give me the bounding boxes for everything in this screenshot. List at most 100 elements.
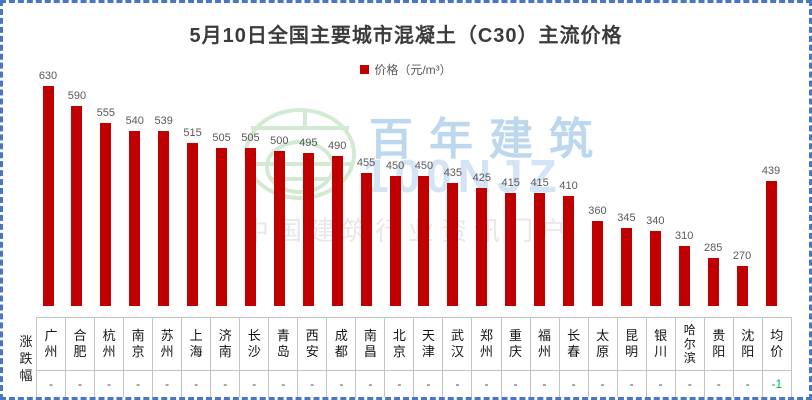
table-column-济南: 济南 - xyxy=(211,318,241,397)
city-name-cell: 天津 xyxy=(414,318,443,371)
chart-bar-青岛 xyxy=(273,151,285,306)
chart-bar-合肥 xyxy=(71,106,83,306)
table-column-广州: 广州 - xyxy=(37,318,67,397)
table-column-武汉: 武汉 - xyxy=(443,318,473,397)
change-value-cell: - xyxy=(368,376,373,391)
table-column-太原: 太原 - xyxy=(588,318,618,397)
bar-value-label: 555 xyxy=(96,107,115,119)
bar-value-label: 490 xyxy=(328,140,347,152)
city-name-cell: 西安 xyxy=(298,318,327,371)
chart-bar-沈阳 xyxy=(736,266,748,306)
city-name-cell: 上海 xyxy=(182,318,211,371)
city-name-cell: 哈尔滨 xyxy=(675,318,704,371)
city-name-cell: 沈阳 xyxy=(733,318,762,371)
bar-value-label: 495 xyxy=(299,137,318,149)
table-column-南昌: 南昌 - xyxy=(356,318,386,397)
bar-value-label: 450 xyxy=(385,160,405,172)
city-name-cell: 青岛 xyxy=(269,318,298,371)
bar-value-label: 630 xyxy=(38,70,58,82)
change-value-cell: - xyxy=(455,376,460,391)
city-name-cell: 广州 xyxy=(37,318,66,371)
change-value-cell: - xyxy=(310,376,315,391)
change-value-cell: - xyxy=(165,376,170,391)
city-name-cell: 苏州 xyxy=(153,318,182,371)
table-column-昆明: 昆明 - xyxy=(617,318,647,397)
table-column-贵阳: 贵阳 - xyxy=(704,318,734,397)
city-name-cell: 成都 xyxy=(327,318,356,371)
chart-bar-福州 xyxy=(534,193,546,306)
city-name-cell: 重庆 xyxy=(501,318,530,371)
bar-value-label: 310 xyxy=(675,230,694,242)
table-column-银川: 银川 - xyxy=(646,318,676,397)
bar-value-label: 539 xyxy=(154,115,173,127)
change-value-cell: - xyxy=(339,376,344,391)
chart-bar-南京 xyxy=(129,131,141,306)
chart-bar-成都 xyxy=(331,156,343,306)
table-column-青岛: 青岛 - xyxy=(269,318,299,397)
city-name-cell: 南昌 xyxy=(356,318,385,371)
bar-value-label: 515 xyxy=(183,127,202,139)
legend: 价格（元/m³） xyxy=(3,61,809,78)
city-name-cell: 北京 xyxy=(385,318,414,371)
row-header-char: 涨 xyxy=(19,333,33,349)
chart-title: 5月10日全国主要城市混凝土（C30）主流价格 xyxy=(189,25,623,47)
table-column-均价: 均价 -1 xyxy=(762,318,792,397)
city-name-cell: 银川 xyxy=(646,318,675,371)
change-value-cell: - xyxy=(281,376,286,391)
row-header-char: 跌 xyxy=(19,350,33,366)
chart-bar-杭州 xyxy=(100,123,112,306)
table-column-合肥: 合肥 - xyxy=(66,318,96,397)
table-column-沈阳: 沈阳 - xyxy=(733,318,763,397)
city-name-cell: 武汉 xyxy=(443,318,472,371)
change-value-cell: - xyxy=(107,376,112,391)
bar-value-label: 360 xyxy=(588,205,607,217)
bar-value-label: 435 xyxy=(443,167,463,179)
chart-bar-均价 xyxy=(765,181,777,306)
change-value-cell: - xyxy=(542,376,547,391)
table-column-上海: 上海 - xyxy=(182,318,212,397)
bar-value-label: 285 xyxy=(703,242,723,254)
legend-label: 价格（元/m³） xyxy=(374,63,452,77)
bar-value-label: 455 xyxy=(356,157,376,169)
change-value-cell: - xyxy=(223,376,228,391)
chart-bar-上海 xyxy=(187,143,199,306)
city-name-cell: 长春 xyxy=(559,318,588,371)
table-column-重庆: 重庆 - xyxy=(501,318,531,397)
chart-bar-太原 xyxy=(591,221,603,306)
change-value-cell: - xyxy=(658,376,663,391)
change-value-cell: - xyxy=(745,376,750,391)
table-column-天津: 天津 - xyxy=(414,318,444,397)
change-value-cell: - xyxy=(600,376,605,391)
row-header: 涨跌幅 xyxy=(15,319,37,397)
bar-value-label: 425 xyxy=(472,172,491,184)
bar-value-label: 345 xyxy=(617,212,636,224)
change-value-cell: - xyxy=(484,376,489,391)
table-column-长春: 长春 - xyxy=(559,318,589,397)
city-name-cell: 南京 xyxy=(124,318,153,371)
bar-value-label: 410 xyxy=(559,180,578,192)
city-name-cell: 济南 xyxy=(211,318,240,371)
city-name-cell: 均价 xyxy=(762,318,791,371)
change-value-cell: -1 xyxy=(771,376,783,391)
bar-value-label: 415 xyxy=(501,177,520,189)
chart-bar-南昌 xyxy=(360,173,372,306)
bar-value-label: 505 xyxy=(241,132,260,144)
chart-bar-苏州 xyxy=(158,131,170,306)
change-value-cell: - xyxy=(49,376,54,391)
change-value-cell: - xyxy=(426,376,431,391)
chart-bar-北京 xyxy=(389,176,401,306)
table-column-哈尔滨: 哈尔滨 - xyxy=(675,318,705,397)
change-value-cell: - xyxy=(136,376,141,391)
change-value-cell: - xyxy=(629,376,634,391)
change-value-cell: - xyxy=(78,376,83,391)
table-column-郑州: 郑州 - xyxy=(472,318,502,397)
change-value-cell: - xyxy=(194,376,199,391)
city-name-cell: 福州 xyxy=(530,318,559,371)
legend-color-swatch xyxy=(360,65,370,75)
bar-value-label: 590 xyxy=(67,90,87,102)
price-table: 广州-合肥-杭州-南京-苏州-上海-济南-长沙-青岛-西安-成都-南昌-北京-天… xyxy=(36,317,792,397)
chart-bar-银川 xyxy=(649,231,661,306)
chart-bar-昆明 xyxy=(620,228,632,306)
change-value-cell: - xyxy=(687,376,692,391)
